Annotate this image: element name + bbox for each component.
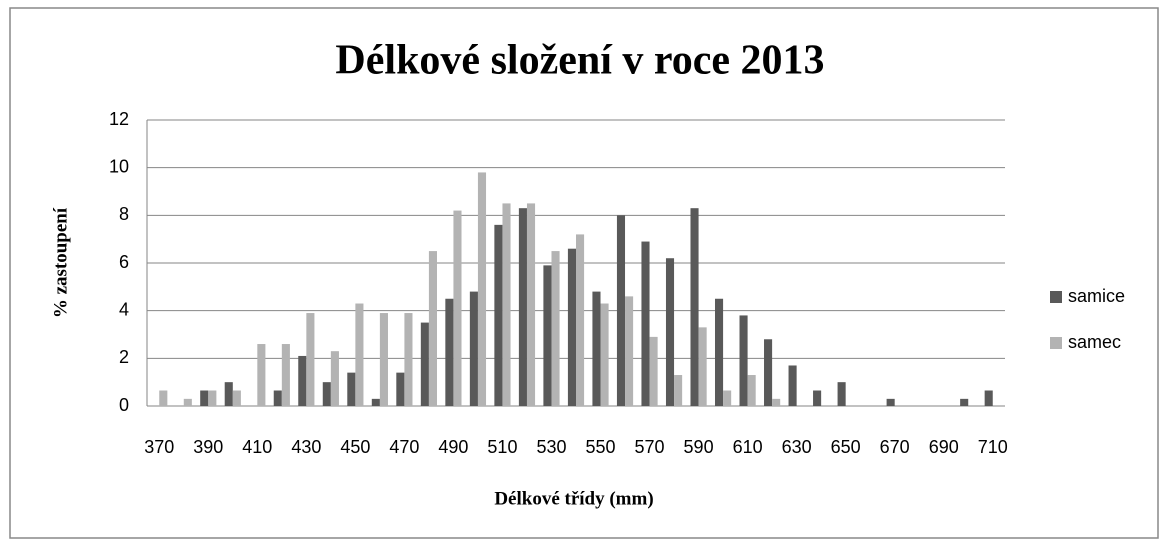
bar	[600, 303, 609, 406]
y-tick-label: 6	[119, 252, 129, 272]
legend-swatch	[1050, 337, 1062, 349]
bar	[281, 344, 290, 406]
x-tick-label: 370	[144, 437, 174, 457]
y-tick-label: 0	[119, 395, 129, 415]
bar	[984, 390, 993, 406]
bar	[764, 339, 773, 406]
bar	[355, 303, 364, 406]
bar	[428, 251, 438, 406]
bar	[772, 398, 781, 406]
x-tick-label: 630	[782, 437, 812, 457]
bar	[371, 398, 380, 406]
chart-title: Délkové složení v roce 2013	[335, 38, 824, 84]
bar	[453, 210, 462, 406]
bar	[404, 313, 413, 406]
bar	[322, 382, 331, 406]
bar	[273, 390, 282, 406]
y-tick-label: 4	[119, 299, 129, 319]
bar	[502, 203, 511, 406]
bar	[674, 375, 683, 406]
legend-label: samec	[1068, 332, 1121, 352]
bar	[232, 390, 241, 406]
bar	[445, 298, 454, 406]
bar	[200, 390, 209, 406]
bar	[665, 258, 675, 406]
x-tick-label: 410	[242, 437, 272, 457]
bar	[494, 224, 503, 406]
x-tick-label: 510	[487, 437, 517, 457]
bar	[396, 372, 405, 406]
y-tick-label: 2	[119, 347, 129, 367]
bar	[543, 265, 552, 406]
y-tick-label: 8	[119, 204, 129, 224]
bar	[739, 315, 748, 406]
bar	[813, 390, 822, 406]
bar	[159, 390, 168, 406]
x-axis-label: Délkové třídy (mm)	[494, 488, 653, 509]
bar	[379, 313, 388, 406]
x-tick-label: 590	[684, 437, 714, 457]
bar	[347, 372, 356, 406]
bar	[592, 291, 601, 406]
x-tick-label: 490	[438, 437, 468, 457]
x-tick-label: 650	[831, 437, 861, 457]
x-tick-label: 390	[193, 437, 223, 457]
x-tick-label: 550	[585, 437, 615, 457]
bar	[747, 375, 756, 406]
bar	[690, 208, 699, 406]
bar	[960, 398, 969, 406]
bar	[224, 382, 233, 406]
x-tick-label: 430	[291, 437, 321, 457]
bar	[208, 390, 217, 406]
x-tick-label: 450	[340, 437, 370, 457]
bar	[886, 398, 895, 406]
x-tick-label: 570	[635, 437, 665, 457]
y-axis-label: % zastoupení	[50, 207, 71, 318]
bar	[469, 291, 478, 406]
bar	[649, 336, 658, 406]
bar	[306, 313, 315, 406]
x-tick-label: 670	[880, 437, 910, 457]
bar	[567, 248, 576, 406]
bar	[477, 172, 487, 406]
bar	[698, 327, 707, 406]
bar	[625, 296, 634, 406]
bar	[714, 298, 724, 406]
bar	[257, 344, 266, 406]
bar	[788, 365, 797, 406]
bar	[723, 390, 732, 406]
bar	[518, 208, 527, 406]
bar	[526, 203, 536, 406]
legend-label: samice	[1068, 286, 1125, 306]
x-tick-label: 530	[536, 437, 566, 457]
y-tick-label: 10	[109, 156, 129, 176]
x-tick-label: 470	[389, 437, 419, 457]
y-tick-label: 12	[109, 109, 129, 129]
legend-swatch	[1050, 291, 1062, 303]
bar	[641, 241, 650, 406]
bar	[330, 351, 339, 406]
bar	[420, 322, 429, 406]
bar	[183, 398, 192, 406]
bar	[837, 382, 846, 406]
bar	[616, 215, 626, 406]
bar	[551, 251, 560, 406]
bar	[298, 355, 307, 406]
x-tick-label: 710	[978, 437, 1008, 457]
x-tick-label: 610	[733, 437, 763, 457]
x-tick-label: 690	[929, 437, 959, 457]
bar	[576, 234, 585, 406]
